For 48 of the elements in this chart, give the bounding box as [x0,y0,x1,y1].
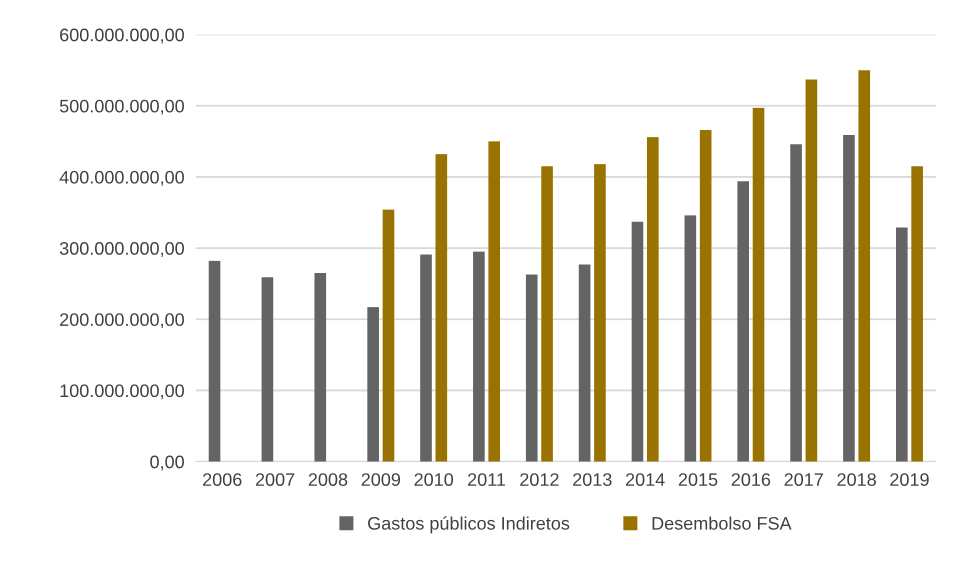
bar [684,215,696,462]
bar [382,210,394,462]
bar [208,260,220,462]
x-tick-label: 2015 [678,473,718,486]
x-tick-label: 2011 [468,473,506,486]
x-tick-label: 2008 [308,473,348,486]
bar [843,134,855,462]
bar [752,108,764,462]
bar [541,166,553,462]
bar [526,274,538,462]
x-tick-label: 2009 [362,473,400,486]
bar [646,137,659,462]
x-tick-label: 2010 [414,473,454,486]
bar [488,141,500,462]
bar [436,154,448,462]
x-tick-label: 2019 [890,473,929,486]
y-tick-label: 600.000.000,00 [60,28,184,44]
bar [911,166,923,462]
y-tick-label: 500.000.000,00 [60,100,184,115]
bar [262,277,274,462]
legend-label: Gastos públicos Indiretos [368,516,570,534]
x-tick-label: 2018 [837,473,876,486]
bar [737,181,750,462]
bar [790,144,802,462]
x-tick-label: 2007 [256,473,294,486]
y-tick-label: 400.000.000,00 [60,170,184,186]
x-tick-label: 2017 [784,473,823,486]
bar [473,252,485,462]
bar [858,70,870,462]
bar [896,227,908,462]
bar [420,254,432,462]
x-tick-label: 2013 [573,473,612,486]
y-tick-label: 200.000.000,00 [60,313,184,328]
bar [594,164,606,462]
y-tick-label: 0,00 [150,456,184,470]
y-tick-label: 300.000.000,00 [60,242,184,257]
x-tick-label: 2016 [732,473,770,486]
bar [632,222,644,462]
x-tick-label: 2006 [203,473,242,486]
bar [700,130,712,462]
x-tick-label: 2012 [520,473,559,486]
legend-label: Desembolso FSA [652,516,792,530]
x-tick-label: 2014 [626,473,665,486]
bar [314,273,326,462]
y-tick-label: 100.000.000,00 [60,384,184,400]
bar [367,307,379,462]
bar [578,264,590,462]
bar [806,79,818,462]
